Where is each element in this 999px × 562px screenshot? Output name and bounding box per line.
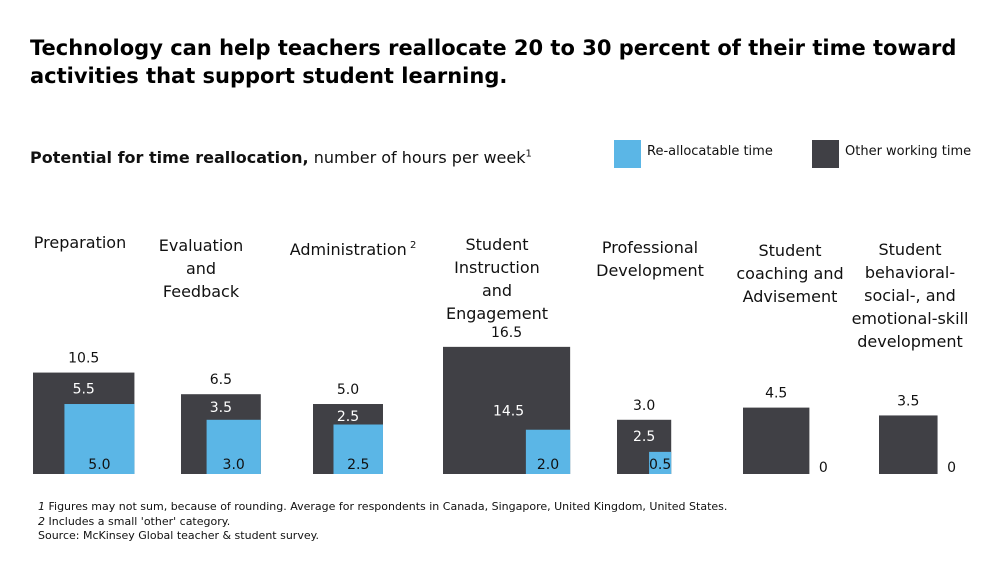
value-label-total-6: 3.5 bbox=[897, 393, 919, 409]
bar-realloc-3 bbox=[525, 429, 571, 474]
legend-swatch-other bbox=[812, 140, 839, 168]
footnote-2-text: Includes a small 'other' category. bbox=[45, 514, 231, 528]
chart-subtitle: Potential for time reallocation, number … bbox=[30, 148, 532, 167]
value-label-total-0: 10.5 bbox=[68, 351, 99, 367]
bar-realloc-2 bbox=[333, 424, 383, 474]
category-label-1: Evaluation and Feedback bbox=[159, 236, 243, 301]
value-label-realloc-4: 0.5 bbox=[649, 457, 671, 473]
category-label-2: Administration 2 bbox=[290, 240, 417, 259]
legend-swatch-reallocatable bbox=[614, 140, 641, 168]
category-label-0: Preparation bbox=[34, 233, 126, 252]
bar-total-6 bbox=[879, 415, 938, 474]
category-label-5: Student coaching and Advisement bbox=[736, 241, 843, 306]
legend-label-other: Other working time bbox=[845, 144, 972, 159]
value-label-realloc-3: 2.0 bbox=[537, 457, 559, 473]
category-label-4: Professional Development bbox=[596, 238, 704, 280]
bar-realloc-0 bbox=[64, 404, 135, 474]
value-label-other-2: 2.5 bbox=[337, 409, 359, 425]
legend-label-reallocatable: Re-allocatable time bbox=[647, 144, 773, 159]
value-label-total-1: 6.5 bbox=[210, 372, 232, 388]
value-label-total-4: 3.0 bbox=[633, 398, 655, 414]
value-label-total-2: 5.0 bbox=[337, 382, 359, 398]
value-label-realloc-5: 0 bbox=[819, 460, 828, 476]
value-label-realloc-2: 2.5 bbox=[347, 457, 369, 473]
footnote-2-number: 2 bbox=[38, 514, 45, 528]
footnote-1: 1 Figures may not sum, because of roundi… bbox=[38, 500, 727, 515]
footnote-1-number: 1 bbox=[38, 500, 45, 513]
value-label-realloc-6: 0 bbox=[947, 460, 956, 476]
subtitle-bold: Potential for time reallocation, bbox=[30, 148, 309, 167]
value-label-realloc-1: 3.0 bbox=[223, 457, 245, 473]
category-label-6: Student behavioral-social-, and emotional-… bbox=[852, 240, 969, 351]
bar-total-5 bbox=[743, 407, 810, 474]
value-label-other-1: 3.5 bbox=[210, 400, 232, 416]
value-label-other-4: 2.5 bbox=[633, 429, 655, 445]
footnote-2: 2 Includes a small 'other' category. bbox=[38, 515, 727, 530]
source-note: Source: McKinsey Global teacher & studen… bbox=[38, 529, 320, 542]
value-label-other-0: 5.5 bbox=[73, 381, 95, 397]
subtitle-unit: number of hours per week bbox=[308, 148, 526, 167]
bar-realloc-1 bbox=[206, 419, 261, 474]
footnotes: 1 Figures may not sum, because of roundi… bbox=[38, 500, 727, 544]
value-label-total-3: 16.5 bbox=[491, 325, 522, 341]
bar-realloc-4 bbox=[649, 451, 672, 474]
value-label-realloc-0: 5.0 bbox=[88, 457, 110, 473]
value-label-total-5: 4.5 bbox=[765, 386, 787, 402]
footnote-1-text: Figures may not sum, because of rounding… bbox=[45, 500, 728, 513]
category-label-3: Student Instruction and Engagement bbox=[446, 235, 548, 323]
chart-title: Technology can help teachers reallocate … bbox=[30, 36, 957, 88]
value-label-other-3: 14.5 bbox=[493, 403, 524, 419]
subtitle-footnote-mark: 1 bbox=[525, 148, 532, 160]
